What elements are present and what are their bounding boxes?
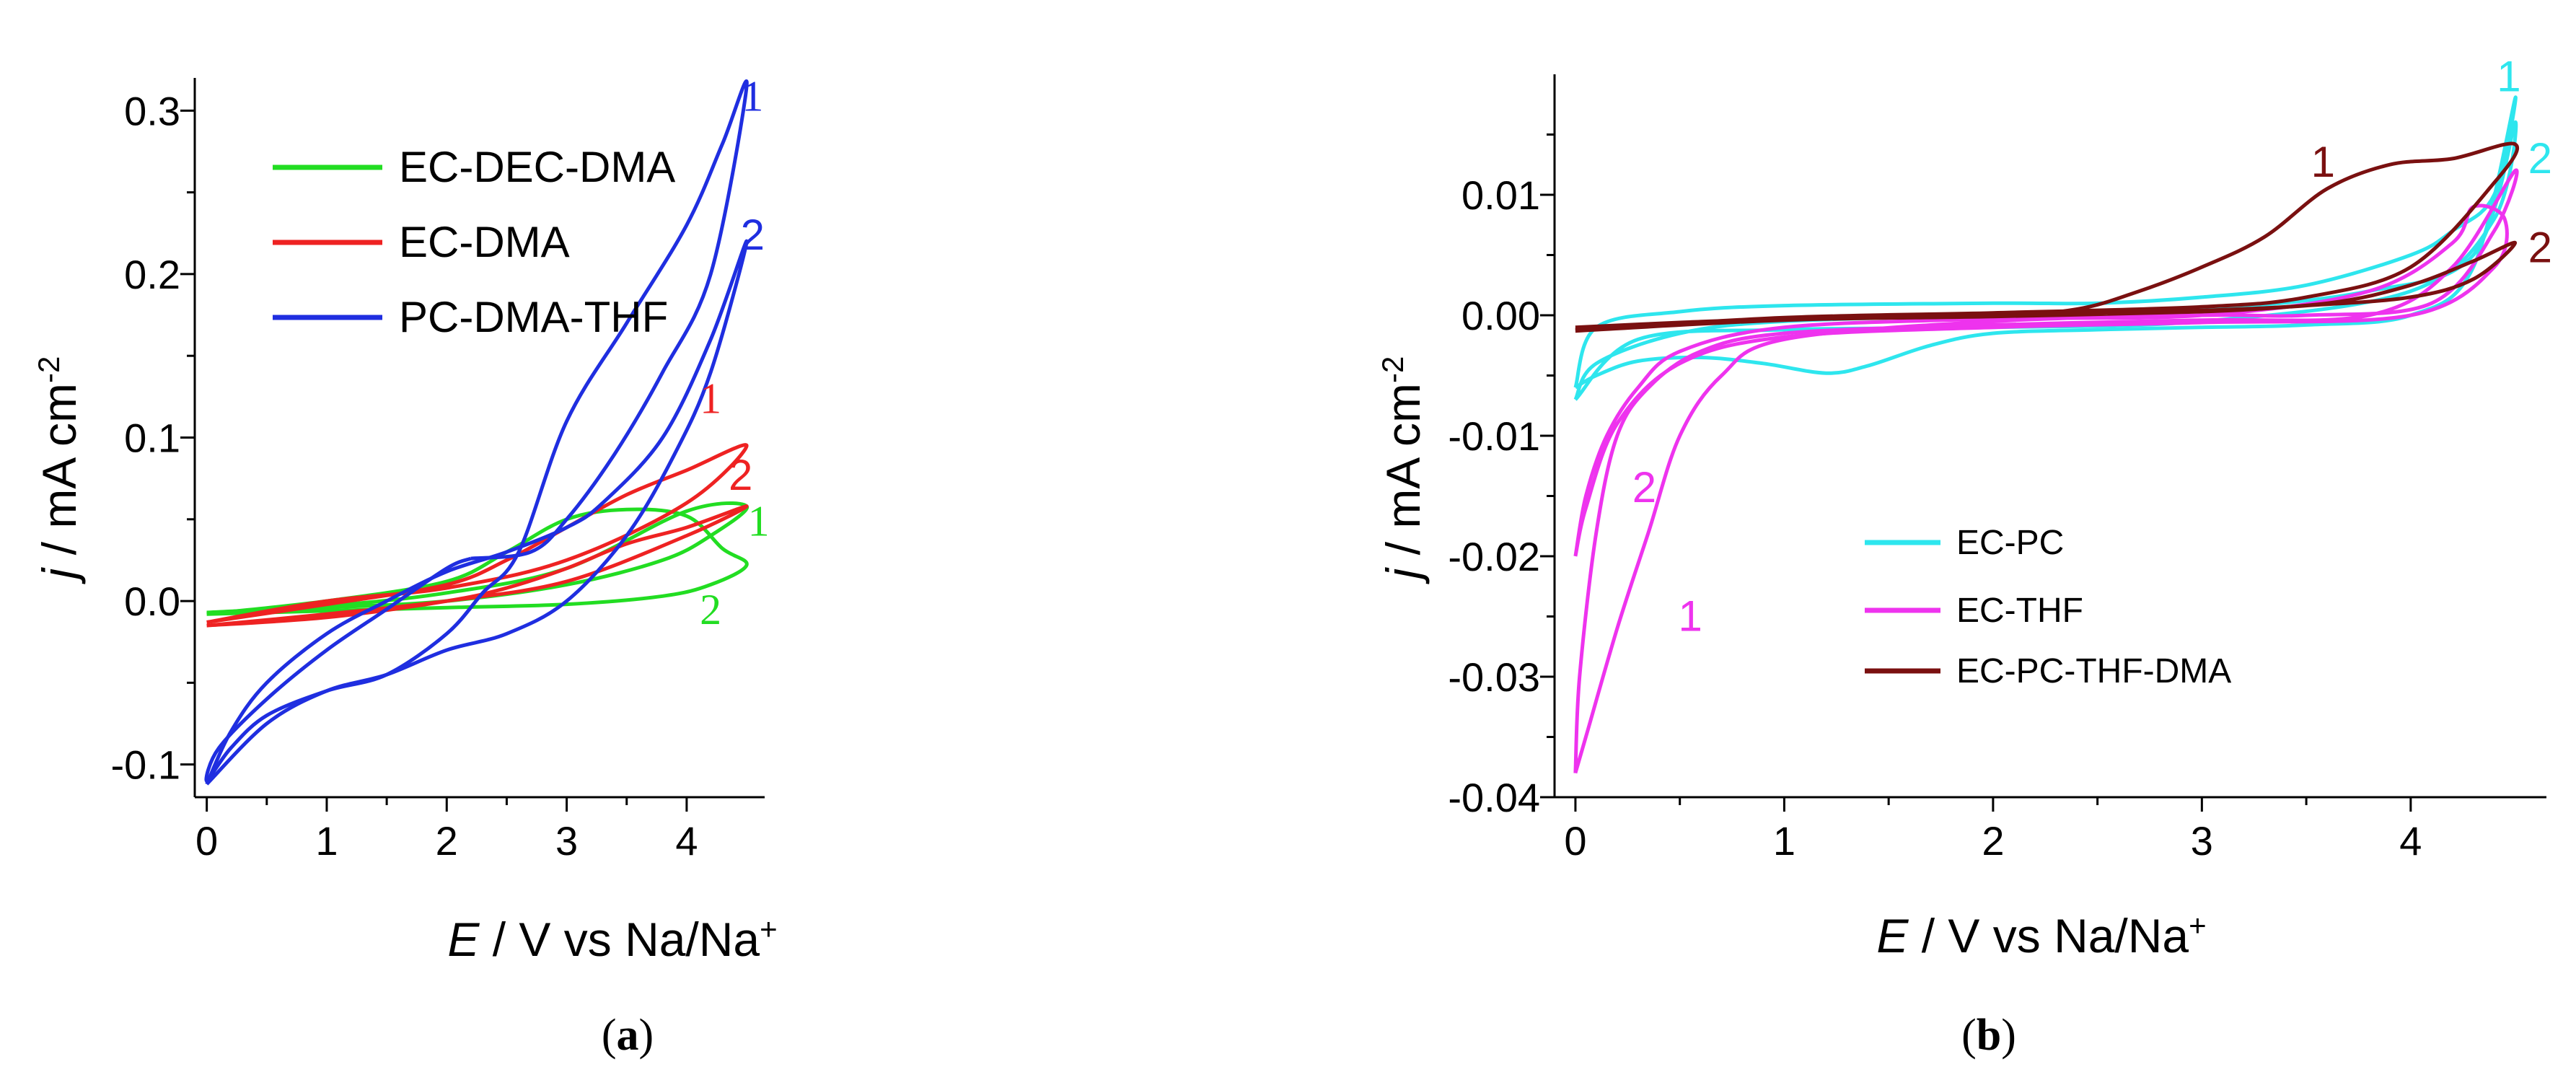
panel-b-y-tick-label: -0.02 xyxy=(1448,534,1540,579)
panel-b-caption: (b) xyxy=(1961,1011,2016,1060)
panel-a-y-axis-title: j / mA cm-2 xyxy=(32,356,87,585)
panel-a-caption: (a) xyxy=(602,1011,654,1060)
panel-b-axes: 0 1 2 3 4 -0.04 -0.03 -0.02 -0.01 0.00 0.01 xyxy=(1448,74,2546,864)
panel-b-cycle-label: 1 xyxy=(1678,592,1702,641)
panel-a-x-axis-title: E / V vs Na/Na+ xyxy=(447,912,777,967)
series-pc-dma-thf-cycle-2 xyxy=(205,240,749,786)
panel-a-y-tick-label: 0.1 xyxy=(124,416,180,461)
series-ec-thf-cycle-2 xyxy=(1573,203,2509,557)
panel-b-y-tick-label: -0.04 xyxy=(1448,775,1540,820)
panel-b-cycle-label: 1 xyxy=(2311,138,2335,186)
panel-b-x-axis-title: E / V vs Na/Na+ xyxy=(1876,908,2206,963)
panel-a-x-tick-label: 3 xyxy=(555,818,578,864)
series-ec-dec-dma-cycle-1 xyxy=(206,507,749,616)
panel-a-cycle-label: 1 xyxy=(748,497,770,545)
panel-a-x-tick-label: 1 xyxy=(315,818,338,864)
panel-b-x-tick-label: 3 xyxy=(2191,818,2213,864)
panel-b-cycle-label: 2 xyxy=(2528,224,2552,272)
panel-b-x-tick-label: 1 xyxy=(1773,818,1795,864)
panel-b-y-axis-title: j / mA cm-2 xyxy=(1376,356,1430,585)
panel-a-y-tick-label: -0.1 xyxy=(111,742,181,788)
panel-b-x-tick-label: 2 xyxy=(1982,818,2004,864)
panel-a-y-tick-label: 0.3 xyxy=(124,88,180,133)
panel-a-y-tick-label: 0.0 xyxy=(124,579,180,624)
panel-a-x-tick-label: 0 xyxy=(195,818,218,864)
panel-b-cycle-label: 2 xyxy=(2528,134,2552,183)
panel-a-cycle-label: 2 xyxy=(741,211,765,259)
panel-a-y-tick-label: 0.2 xyxy=(124,252,180,297)
series-ec-pc-cycle-1 xyxy=(1573,95,2518,390)
panel-a-x-tick-label: 2 xyxy=(436,818,458,864)
legend-label-ec-dma: EC-DMA xyxy=(399,218,570,266)
legend-label-ec-pc: EC-PC xyxy=(1956,524,2064,562)
panel-b-y-tick-label: -0.03 xyxy=(1448,654,1540,700)
panel-a-cycle-label: 1 xyxy=(700,375,721,423)
series-ec-pc-thf-dma-cycle-2 xyxy=(1575,240,2518,333)
panel-b-x-tick-label: 4 xyxy=(2399,818,2422,864)
panel-a-x-tick-label: 4 xyxy=(675,818,698,864)
panel-b-x-tick-label: 0 xyxy=(1564,818,1586,864)
legend-label-pc-dma-thf: PC-DMA-THF xyxy=(399,293,668,341)
panel-b-cycle-label: 2 xyxy=(1632,463,1656,512)
legend-label-ec-pc-thf-dma: EC-PC-THF-DMA xyxy=(1956,652,2231,690)
panel-a-legend: EC-DEC-DMA EC-DMA PC-DMA-THF xyxy=(273,143,675,341)
panel-b-cycle-label: 1 xyxy=(2497,52,2520,100)
panel-a-cycle-label: 2 xyxy=(729,451,752,499)
series-pc-dma-thf-cycle-1 xyxy=(204,79,749,783)
panel-a-cycle-label: 2 xyxy=(700,586,721,633)
legend-label-ec-dec-dma: EC-DEC-DMA xyxy=(399,143,675,191)
panel-b-y-tick-label: 0.01 xyxy=(1461,172,1540,218)
panel-b-y-tick-label: -0.01 xyxy=(1448,413,1540,459)
series-ec-dma-cycle-2 xyxy=(206,443,749,624)
series-ec-dma-cycle-1 xyxy=(206,504,749,628)
panel-b-y-tick-label: 0.00 xyxy=(1461,293,1540,338)
legend-label-ec-thf: EC-THF xyxy=(1956,592,2083,630)
panel-b-legend: EC-PC EC-THF EC-PC-THF-DMA xyxy=(1865,524,2231,690)
panel-a-cycle-label: 1 xyxy=(742,72,763,120)
panel-a-axes: 0 1 2 3 4-0.10.00.10.20.3 xyxy=(111,78,765,864)
